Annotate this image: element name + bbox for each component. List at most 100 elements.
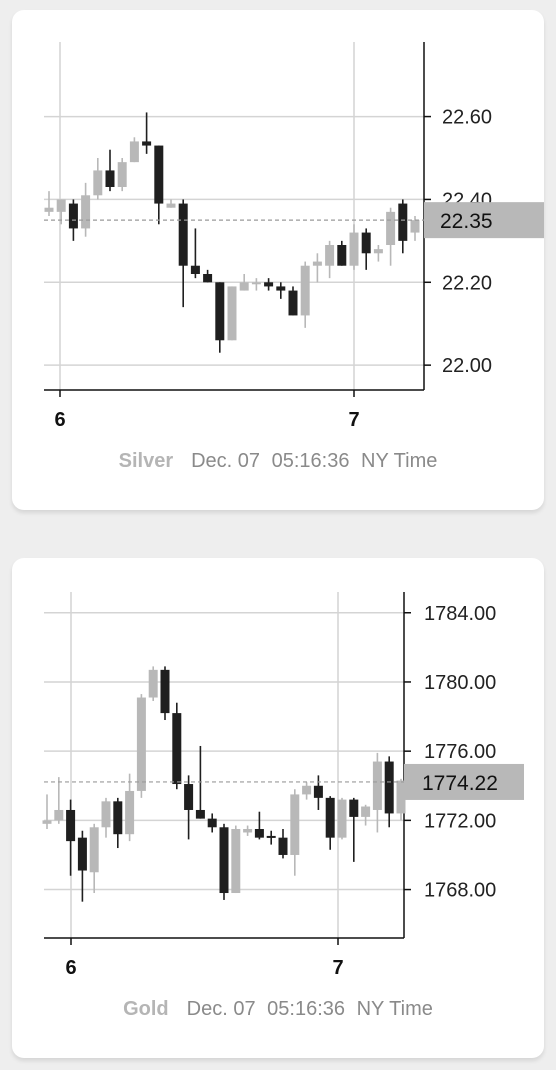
candle xyxy=(93,158,103,200)
y-tick-label: 1784.00 xyxy=(424,603,496,625)
candle xyxy=(178,199,188,308)
y-tick-label: 1776.00 xyxy=(424,741,496,763)
candle xyxy=(349,224,359,270)
candle xyxy=(207,813,217,833)
candle xyxy=(66,799,76,876)
candle xyxy=(172,702,182,790)
candle-body xyxy=(93,170,103,196)
candle xyxy=(190,228,200,279)
candle xyxy=(231,825,241,894)
candle-body xyxy=(276,286,286,291)
candle-body xyxy=(288,290,298,316)
candle-body xyxy=(372,761,382,810)
y-tick-label: 22.20 xyxy=(442,272,492,294)
candle xyxy=(203,269,213,283)
candle-body xyxy=(266,835,276,838)
candle-body xyxy=(396,780,406,814)
candle-body xyxy=(203,274,213,283)
candle xyxy=(142,112,152,154)
candle xyxy=(276,282,286,299)
candle xyxy=(337,240,347,266)
candle-body xyxy=(172,713,182,785)
candle xyxy=(251,278,261,291)
candle-body xyxy=(386,211,396,245)
candle xyxy=(105,149,115,192)
candle xyxy=(384,756,394,828)
current-price-box xyxy=(424,202,544,239)
candle-body xyxy=(44,207,54,212)
candle xyxy=(44,191,54,216)
candle-body xyxy=(160,669,170,714)
candle-body xyxy=(313,785,323,798)
candle xyxy=(313,775,323,810)
candle-body xyxy=(302,785,312,795)
silver-caption: Silver Dec. 07 05:16:36 NY Time xyxy=(12,450,544,473)
candle xyxy=(373,245,383,262)
current-price-label: 1774.22 xyxy=(422,772,498,795)
candle-body xyxy=(136,697,146,791)
candle-body xyxy=(215,282,225,341)
x-tick-label: 7 xyxy=(332,957,343,979)
candle xyxy=(264,278,274,291)
candle xyxy=(386,207,396,266)
candle-body xyxy=(166,203,176,208)
candle xyxy=(290,789,300,876)
candle-body xyxy=(361,806,371,817)
candle xyxy=(215,282,225,353)
candle xyxy=(300,261,310,328)
candle-body xyxy=(278,837,288,855)
candle-body xyxy=(154,145,164,204)
gold-candlestick-chart: 1768.00 1772.00 1776.00 1780.00 1784.00 6 7 177… xyxy=(42,592,524,979)
y-tick-label: 1768.00 xyxy=(424,880,496,902)
candle-body xyxy=(337,245,347,266)
candle xyxy=(113,797,123,849)
candle xyxy=(239,274,249,291)
candle xyxy=(337,797,347,840)
candle xyxy=(160,666,170,721)
candle xyxy=(101,797,111,838)
candle-body xyxy=(89,827,99,873)
y-tick-label: 22.60 xyxy=(442,107,492,129)
candle-body xyxy=(300,265,310,316)
candle-body xyxy=(361,232,371,254)
candle-body xyxy=(42,820,52,824)
candle xyxy=(129,137,139,163)
candle xyxy=(81,182,91,237)
gold-timezone: NY Time xyxy=(356,998,433,1020)
candle-body xyxy=(113,801,123,835)
candle-body xyxy=(251,282,261,285)
candle xyxy=(54,777,64,824)
candle-body xyxy=(312,261,322,266)
candle-body xyxy=(254,829,264,838)
silver-timezone: NY Time xyxy=(361,450,438,472)
candle-body xyxy=(195,809,205,819)
candle-body xyxy=(349,799,359,817)
candle xyxy=(361,228,371,270)
candle-body xyxy=(184,784,194,810)
candle-body xyxy=(239,282,249,291)
candle-body xyxy=(290,794,300,855)
candle-body xyxy=(264,282,274,287)
candle xyxy=(254,811,264,840)
candle xyxy=(312,253,322,283)
candle xyxy=(325,240,335,279)
y-tick-label: 22.00 xyxy=(442,355,492,377)
candle-body xyxy=(77,837,87,871)
candle xyxy=(89,823,99,894)
candle xyxy=(243,825,253,836)
candle-body xyxy=(207,818,217,828)
candle-body xyxy=(349,232,359,266)
candle-body xyxy=(148,669,158,698)
candle-body xyxy=(68,203,78,229)
gold-caption: Gold Dec. 07 05:16:36 NY Time xyxy=(12,998,544,1021)
candle xyxy=(184,775,194,840)
candle-body xyxy=(56,199,66,212)
x-tick-label: 6 xyxy=(65,957,76,979)
candle-body xyxy=(101,801,111,828)
candle-body xyxy=(231,829,241,894)
candle xyxy=(398,199,408,254)
silver-date: Dec. 07 xyxy=(191,450,261,472)
x-tick-label: 7 xyxy=(348,409,359,431)
candle-body xyxy=(373,249,383,254)
